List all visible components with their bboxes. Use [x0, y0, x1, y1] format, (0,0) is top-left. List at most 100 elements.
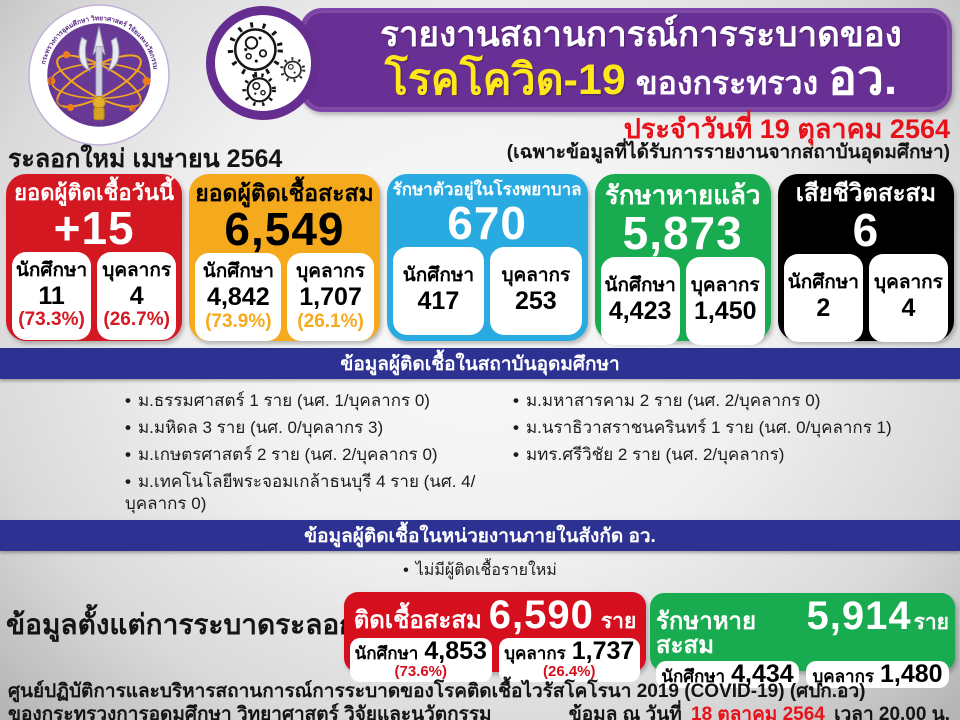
- report-note: (เฉพาะข้อมูลที่ได้รับการรายงานจากสถาบันอ…: [506, 142, 950, 164]
- bullet-icon: •: [125, 445, 131, 465]
- students-line: นักศึกษา 4,853: [355, 639, 487, 664]
- stat-card-deaths: เสียชีวิตสะสม 6 นักศึกษา 2 บุคลากร 4: [777, 174, 954, 343]
- list-item: • ม.มหาสารคาม 2 ราย (นศ. 2/บุคลากร 0): [513, 390, 950, 412]
- students-percent: (73.6%): [394, 663, 448, 680]
- students-label: นักศึกษา: [661, 667, 726, 686]
- page-title-line2: โรคโควิด-19 ของกระทรวง อว.: [384, 52, 898, 106]
- staff-label: บุคลากร: [296, 260, 365, 282]
- list-item: • ม.เทคโนโลยีพระจอมเกล้าธนบุรี 4 ราย (นศ.…: [125, 471, 513, 515]
- staff-label: บุคลากร: [504, 644, 566, 663]
- card-title: รักษาหายแล้ว: [604, 180, 761, 210]
- staff-sub-box: บุคลากร 253: [490, 246, 582, 335]
- infected-title: ติดเชื้อสะสม: [353, 607, 482, 634]
- stat-cards-row: ยอดผู้ติดเชื้อวันนี้ +15 นักศึกษา 11 (73…: [6, 174, 954, 345]
- footer-org-line1: ศูนย์ปฏิบัติการและบริหารสถานการณ์การระบา…: [8, 681, 866, 702]
- card-breakdown: นักศึกษา 417 บุคลากร 253: [392, 246, 582, 335]
- bullet-icon: •: [513, 445, 519, 465]
- staff-line: บุคลากร 1,480: [812, 662, 942, 687]
- students-label: นักศึกษา: [354, 644, 419, 663]
- list-item-text: มทร.ศรีวิชัย 2 ราย (นศ. 2/บุคลากร): [525, 445, 785, 465]
- title-disease-name: โรคโควิด-19: [384, 56, 626, 105]
- virus-badge: [206, 6, 320, 120]
- report-date-block: ประจำวันที่ 19 ตุลาคม 2564 (เฉพาะข้อมูลท…: [507, 115, 950, 164]
- university-list-left: • ม.ธรรมศาสตร์ 1 ราย (นศ. 1/บุคลากร 0) • ม…: [125, 390, 513, 515]
- students-line: นักศึกษา 4,434: [661, 662, 793, 687]
- students-label: นักศึกษา: [787, 272, 859, 294]
- recovered-unit: ราย: [913, 611, 949, 634]
- header-banner: รายงานสถานการณ์การระบาดของ โรคโควิด-19 ข…: [300, 8, 952, 112]
- students-pill: นักศึกษา 4,853 (73.6%): [350, 638, 492, 682]
- page-title-line1: รายงานสถานการณ์การระบาดของ: [380, 14, 902, 54]
- bullet-icon: •: [513, 391, 519, 410]
- first-wave-recovered-box: รักษาหายสะสม 5,914 ราย นักศึกษา 4,434 บุ…: [650, 593, 955, 688]
- staff-value: 1,480: [880, 660, 943, 688]
- students-value: 4,853: [424, 637, 487, 665]
- asof-prefix: ข้อมูล ณ วันที่: [568, 704, 682, 720]
- staff-label: บุคลากร: [874, 272, 943, 294]
- card-value: +15: [53, 202, 135, 255]
- bullet-icon: •: [125, 472, 131, 492]
- students-percent: (73.9%): [205, 310, 272, 332]
- ministry-seal-logo: กระทรวงการอุดมศึกษา วิทยาศาสตร์ วิจัยและ…: [28, 4, 170, 146]
- list-item-text: ม.นราธิวาสราชนครินทร์ 1 ราย (นศ. 0/บุคลา…: [525, 418, 892, 438]
- agency-item-text: ไม่มีผู้ติดเชื้อรายใหม่: [415, 562, 557, 579]
- students-percent: (73.3%): [18, 309, 85, 331]
- agency-no-new-cases: • ไม่มีผู้ติดเชื้อรายใหม่: [0, 558, 960, 583]
- staff-value: 1,707: [299, 282, 362, 311]
- recovered-breakdown: นักศึกษา 4,434 บุคลากร 1,480: [656, 661, 949, 688]
- university-list-right: • ม.มหาสารคาม 2 ราย (นศ. 2/บุคลากร 0) • ม.…: [513, 390, 950, 515]
- stat-card-hospitalized: รักษาตัวอยู่ในโรงพยาบาล 670 นักศึกษา 417…: [386, 174, 588, 341]
- card-breakdown: นักศึกษา 11 (73.3%) บุคลากร 4 (26.7%): [12, 252, 177, 341]
- students-value: 4,434: [731, 660, 794, 688]
- staff-label: บุคลากร: [690, 274, 760, 296]
- list-item-text: ม.มหิดล 3 ราย (นศ. 0/บุคลากร 3): [137, 418, 384, 438]
- students-value: 417: [417, 286, 460, 315]
- card-value: 6,549: [224, 203, 345, 256]
- students-sub-box: นักศึกษา 417: [392, 246, 485, 335]
- students-value: 11: [38, 281, 65, 310]
- ministry-seal-icon: กระทรวงการอุดมศึกษา วิทยาศาสตร์ วิจัยและ…: [28, 4, 170, 146]
- list-item: • มทร.ศรีวิชัย 2 ราย (นศ. 2/บุคลากร): [513, 444, 950, 466]
- staff-value: 4: [901, 294, 916, 323]
- staff-pill: บุคลากร 1,480: [806, 661, 949, 688]
- asof-date: 18 ตุลาคม 2564: [691, 704, 825, 720]
- students-sub-box: นักศึกษา 4,842 (73.9%): [195, 253, 282, 342]
- staff-value: 1,737: [571, 637, 635, 665]
- first-wave-label: ข้อมูลตั้งแต่การระบาดระลอกแรก: [6, 609, 407, 640]
- staff-sub-box: บุคลากร 4 (26.7%): [97, 252, 177, 341]
- bullet-icon: •: [403, 562, 409, 579]
- students-sub-box: นักศึกษา 11 (73.3%): [12, 252, 92, 341]
- infected-unit: ราย: [600, 610, 637, 633]
- card-breakdown: นักศึกษา 4,423 บุคลากร 1,450: [600, 256, 765, 345]
- students-pill: นักศึกษา 4,434: [656, 661, 799, 688]
- list-item: • ม.เกษตรศาสตร์ 2 ราย (นศ. 2/บุคลากร 0): [125, 444, 513, 466]
- staff-label: บุคลากร: [501, 264, 571, 286]
- asof-suffix: เวลา 20.00 น.: [834, 704, 950, 720]
- list-item-text: ม.เทคโนโลยีพระจอมเกล้าธนบุรี 4 ราย (นศ. …: [125, 472, 476, 514]
- students-value: 2: [816, 294, 831, 323]
- list-item: • ม.มหิดล 3 ราย (นศ. 0/บุคลากร 3): [125, 417, 513, 439]
- card-value: 5,873: [622, 206, 743, 259]
- staff-percent: (26.7%): [103, 309, 170, 331]
- list-item-text: ม.มหาสารคาม 2 ราย (นศ. 2/บุคลากร 0): [525, 391, 821, 410]
- title-ministry-abbr: อว.: [828, 52, 898, 106]
- stat-card-new-cases-today: ยอดผู้ติดเชื้อวันนี้ +15 นักศึกษา 11 (73…: [6, 174, 183, 341]
- section-band-universities: ข้อมูลผู้ติดเชื้อในสถาบันอุดมศึกษา: [0, 348, 960, 379]
- recovered-title-row: รักษาหายสะสม 5,914 ราย: [656, 596, 949, 658]
- footer-org-line2: ของกระทรวงการอุดมศึกษา วิทยาศาสตร์ วิจัย…: [8, 704, 492, 720]
- section-band-agencies: ข้อมูลผู้ติดเชื้อในหน่วยงานภายในสังกัด อ…: [0, 520, 960, 551]
- recovered-title: รักษาหายสะสม: [656, 608, 757, 659]
- students-label: นักศึกษา: [15, 259, 88, 281]
- stat-card-cumulative-cases: ยอดผู้ติดเชื้อสะสม 6,549 นักศึกษา 4,842 …: [189, 174, 380, 342]
- students-value: 4,423: [608, 296, 672, 325]
- card-value: 6: [852, 204, 880, 257]
- stat-card-recovered: รักษาหายแล้ว 5,873 นักศึกษา 4,423 บุคลาก…: [594, 174, 771, 345]
- wave-label: ระลอกใหม่ เมษายน 2564: [8, 145, 283, 173]
- infected-title-row: ติดเชื้อสะสม 6,590 ราย: [350, 595, 640, 635]
- list-item: • ม.นราธิวาสราชนครินทร์ 1 ราย (นศ. 0/บุคล…: [513, 417, 950, 439]
- title-ministry-text: ของกระทรวง: [635, 65, 819, 102]
- students-sub-box: นักศึกษา 4,423: [600, 256, 680, 345]
- infected-breakdown: นักศึกษา 4,853 (73.6%) บุคลากร 1,737 (26…: [350, 638, 640, 682]
- card-title: รักษาตัวอยู่ในโรงพยาบาล: [392, 180, 582, 199]
